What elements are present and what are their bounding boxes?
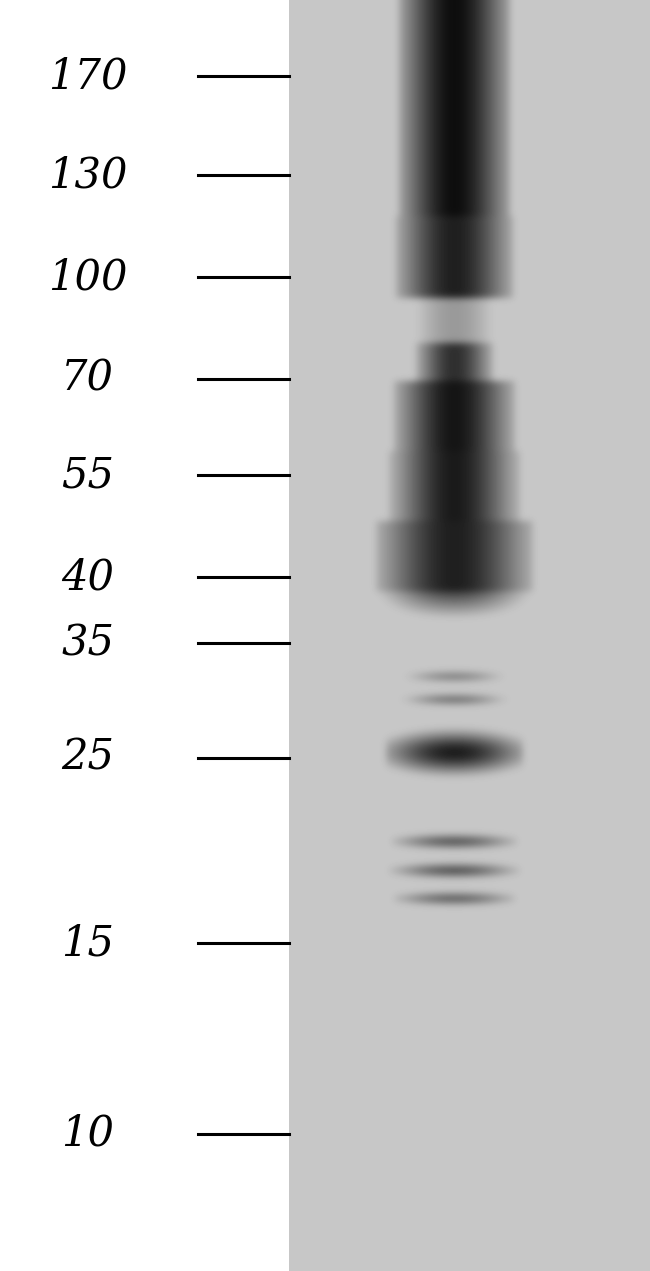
Text: 10: 10 — [61, 1112, 114, 1155]
Text: 15: 15 — [61, 921, 114, 965]
Text: 100: 100 — [48, 255, 127, 299]
Text: 55: 55 — [61, 454, 114, 497]
Text: 70: 70 — [61, 357, 114, 400]
Bar — [0, 0, 289, 1271]
Bar — [0, 0, 289, 1271]
Text: 130: 130 — [48, 154, 127, 197]
Text: 25: 25 — [61, 736, 114, 779]
Text: 170: 170 — [48, 55, 127, 98]
Text: 35: 35 — [61, 622, 114, 665]
Text: 40: 40 — [61, 555, 114, 599]
